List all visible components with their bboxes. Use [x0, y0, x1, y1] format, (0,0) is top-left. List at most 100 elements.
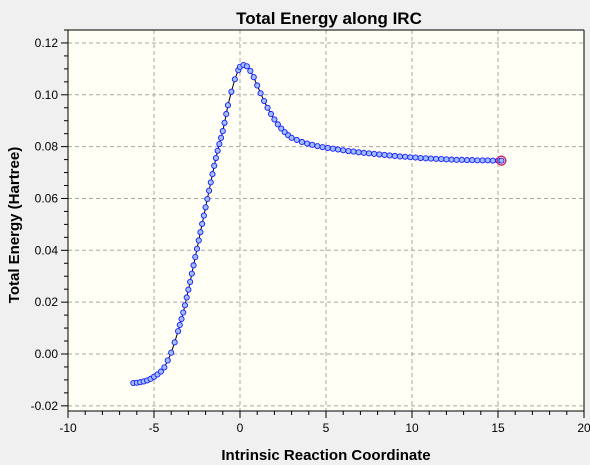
data-point — [298, 138, 305, 146]
data-point — [161, 364, 168, 371]
data-point — [243, 63, 250, 70]
data-point — [195, 237, 202, 244]
data-point — [278, 125, 285, 132]
data-point — [484, 157, 491, 164]
x-tick-label: 0 — [237, 421, 244, 435]
data-point — [448, 156, 455, 163]
data-point — [293, 136, 300, 143]
data-point — [204, 195, 211, 203]
data-point — [247, 67, 254, 75]
data-point — [219, 128, 226, 135]
data-point — [458, 156, 465, 163]
data-point — [211, 162, 218, 169]
x-tick-label: 20 — [577, 421, 590, 435]
data-point — [329, 145, 336, 152]
data-point — [205, 187, 213, 194]
data-point — [267, 110, 275, 118]
data-point — [376, 151, 383, 158]
data-point — [479, 157, 486, 164]
data-point — [185, 286, 192, 293]
y-tick-label: 0.08 — [35, 140, 59, 154]
data-point — [427, 155, 434, 162]
data-point — [443, 156, 450, 163]
data-point — [274, 121, 281, 128]
data-point — [402, 153, 409, 160]
y-tick-label: 0.02 — [35, 295, 59, 309]
y-tick-label: 0.12 — [35, 36, 59, 50]
data-point — [176, 321, 183, 329]
data-point — [469, 157, 476, 164]
data-point — [386, 152, 393, 159]
data-point — [261, 97, 268, 105]
data-point — [164, 357, 171, 364]
data-point — [463, 157, 471, 164]
x-tick-label: 10 — [405, 421, 419, 435]
y-tick-label: 0.00 — [35, 347, 59, 361]
data-point — [254, 82, 261, 89]
data-point — [417, 154, 424, 162]
data-point — [314, 143, 321, 150]
data-point — [391, 152, 398, 160]
data-point — [180, 309, 187, 316]
y-tick-label: -0.02 — [31, 399, 59, 413]
data-point — [438, 156, 445, 163]
data-point — [345, 147, 352, 155]
y-tick-label: 0.06 — [35, 191, 59, 205]
data-point — [157, 368, 164, 375]
data-point — [360, 149, 367, 156]
data-point — [202, 204, 209, 211]
x-tick-label: 15 — [491, 421, 505, 435]
chart-title: Total Energy along IRC — [236, 9, 422, 28]
data-point — [218, 134, 225, 141]
x-tick-label: -10 — [59, 421, 77, 435]
data-point — [498, 157, 505, 164]
data-point — [190, 262, 197, 269]
series-layer — [130, 61, 507, 387]
data-point — [199, 220, 206, 227]
data-point — [228, 88, 235, 95]
data-point — [340, 147, 347, 154]
data-point — [319, 144, 326, 151]
data-point — [407, 154, 414, 161]
data-point — [168, 349, 175, 356]
data-point — [309, 141, 316, 148]
data-point — [381, 151, 388, 158]
axis-layer: -10 -5 0 5 10 15 20 -0.02 0.00 0.02 0.04 0.06 0.08 0.… — [31, 29, 590, 435]
data-point — [324, 144, 331, 151]
data-point — [192, 253, 199, 261]
data-point — [474, 157, 481, 164]
data-point — [334, 146, 342, 153]
data-point — [453, 156, 460, 163]
data-point — [355, 149, 362, 156]
data-point — [181, 302, 189, 309]
data-point — [257, 90, 264, 97]
data-point — [178, 315, 185, 323]
data-point — [175, 328, 182, 335]
data-point — [489, 157, 496, 164]
data-point — [207, 179, 214, 186]
y-tick-label: 0.10 — [35, 88, 59, 102]
data-point — [188, 270, 195, 277]
data-point — [264, 104, 271, 111]
x-tick-label: 5 — [323, 421, 330, 435]
x-axis-label: Intrinsic Reaction Coordinate — [221, 447, 430, 464]
data-point — [171, 339, 178, 346]
data-point — [288, 134, 295, 141]
data-point — [221, 119, 228, 126]
data-point — [187, 278, 194, 285]
data-point — [183, 294, 190, 301]
data-point — [271, 116, 278, 123]
data-point — [250, 74, 257, 81]
data-point — [209, 171, 216, 178]
data-point — [223, 110, 230, 118]
data-point — [212, 154, 219, 162]
data-point — [200, 212, 207, 219]
data-point — [231, 76, 238, 83]
data-point — [216, 140, 223, 148]
data-point — [193, 245, 201, 252]
data-point — [224, 102, 232, 109]
data-point — [214, 147, 221, 154]
data-point — [365, 150, 373, 157]
